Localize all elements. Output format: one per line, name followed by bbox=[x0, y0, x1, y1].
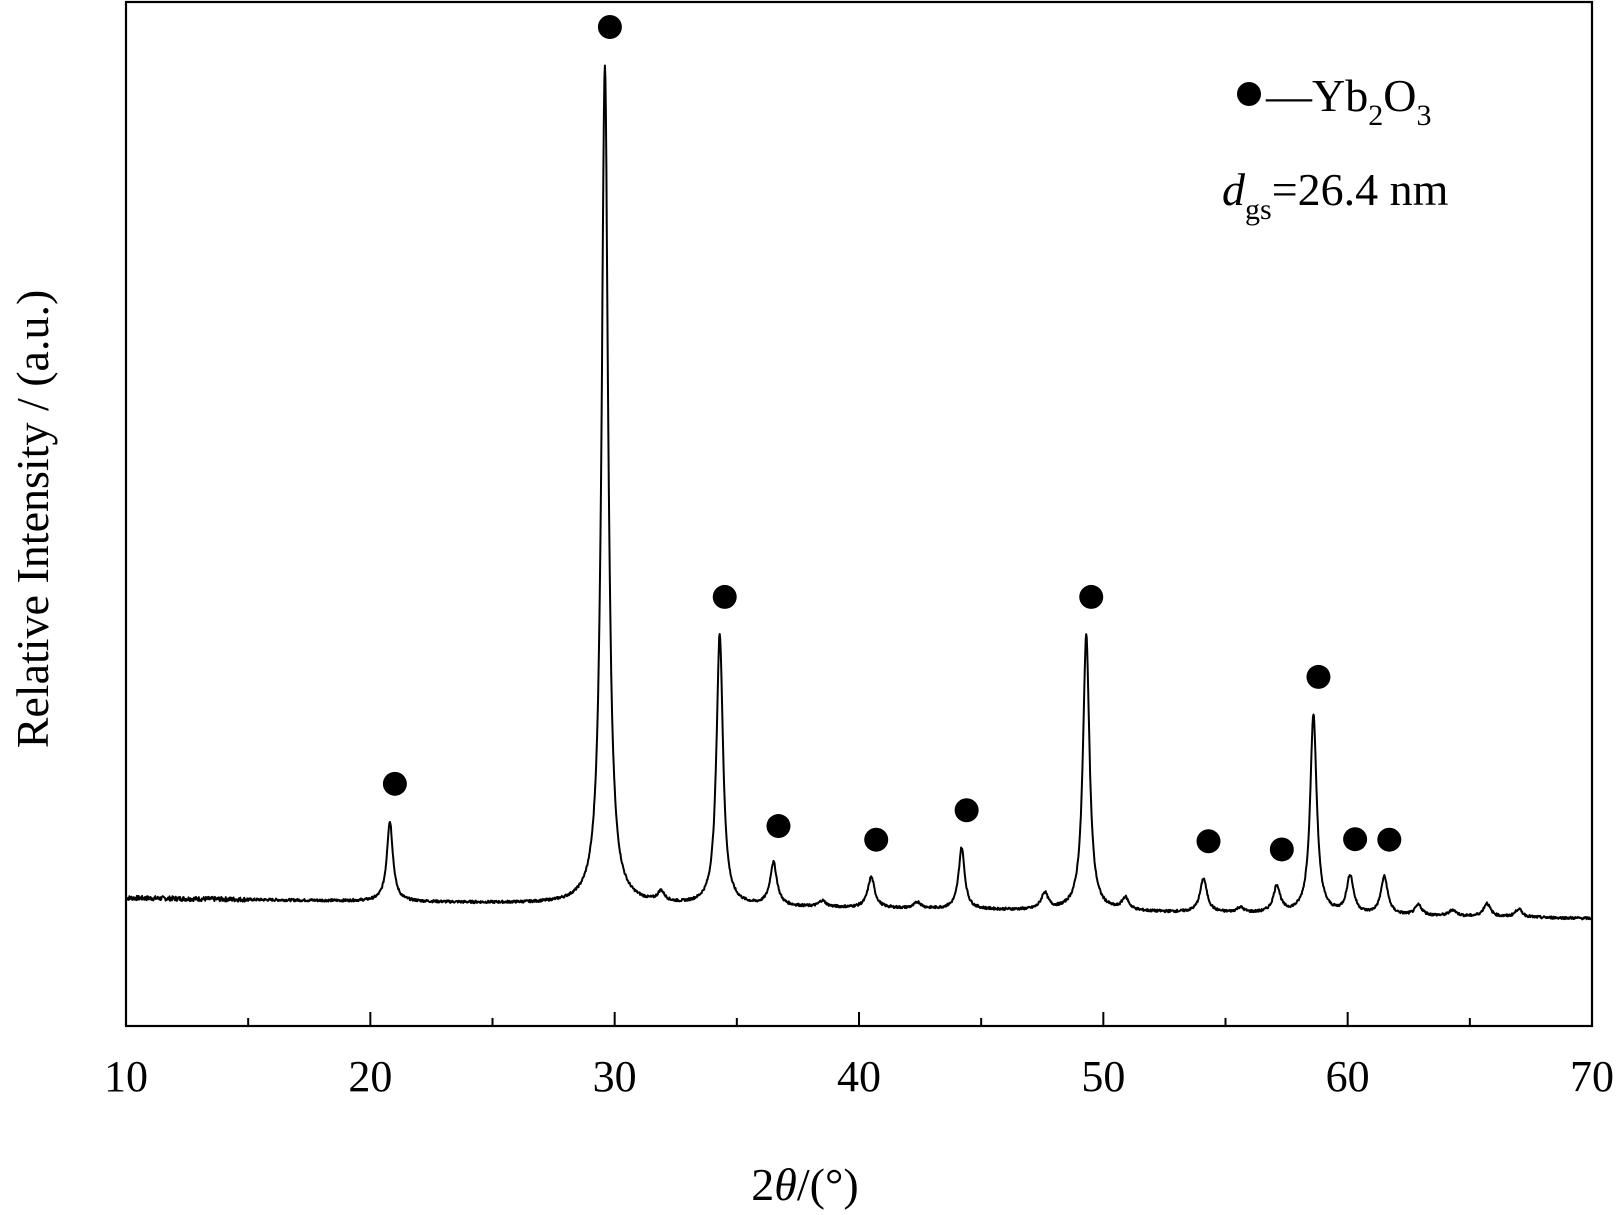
xrd-pattern-line bbox=[125, 64, 1593, 921]
y-axis-label: Relative Intensity / (a.u.) bbox=[7, 290, 58, 749]
x-tick-label: 20 bbox=[348, 1052, 392, 1101]
legend-marker-icon bbox=[1237, 82, 1261, 106]
peak-marker-icon bbox=[712, 584, 737, 609]
legend-phase-label: —Yb2O3 bbox=[1265, 70, 1431, 132]
peak-marker-icon bbox=[766, 814, 791, 839]
peak-marker-icon bbox=[864, 827, 889, 852]
peak-marker-icon bbox=[382, 771, 407, 796]
x-axis-label: 2θ/(°) bbox=[751, 1159, 858, 1210]
peak-marker-icon bbox=[1377, 827, 1402, 852]
peak-marker-icon bbox=[1306, 664, 1331, 689]
x-tick-label: 60 bbox=[1326, 1052, 1370, 1101]
x-tick-label: 30 bbox=[593, 1052, 637, 1101]
x-tick-label: 50 bbox=[1081, 1052, 1125, 1101]
legend: —Yb2O3 dgs=26.4 nm bbox=[1222, 70, 1449, 226]
x-tick-label: 70 bbox=[1570, 1052, 1614, 1101]
peak-marker-icon bbox=[1079, 584, 1104, 609]
peak-marker-icon bbox=[1343, 827, 1368, 852]
peak-marker-icon bbox=[1196, 829, 1221, 854]
plot-frame bbox=[124, 0, 1594, 1028]
x-tick-label: 10 bbox=[104, 1052, 148, 1101]
peak-markers bbox=[382, 15, 1402, 862]
x-axis-ticks bbox=[125, 1012, 1593, 1026]
peak-marker-icon bbox=[1269, 837, 1294, 862]
crystallite-size-annotation: dgs=26.4 nm bbox=[1222, 164, 1449, 226]
peak-marker-icon bbox=[954, 798, 979, 823]
x-tick-label: 40 bbox=[837, 1052, 881, 1101]
peak-marker-icon bbox=[597, 15, 622, 40]
x-axis-tick-labels: 10 20 30 40 50 60 70 bbox=[104, 1052, 1614, 1101]
